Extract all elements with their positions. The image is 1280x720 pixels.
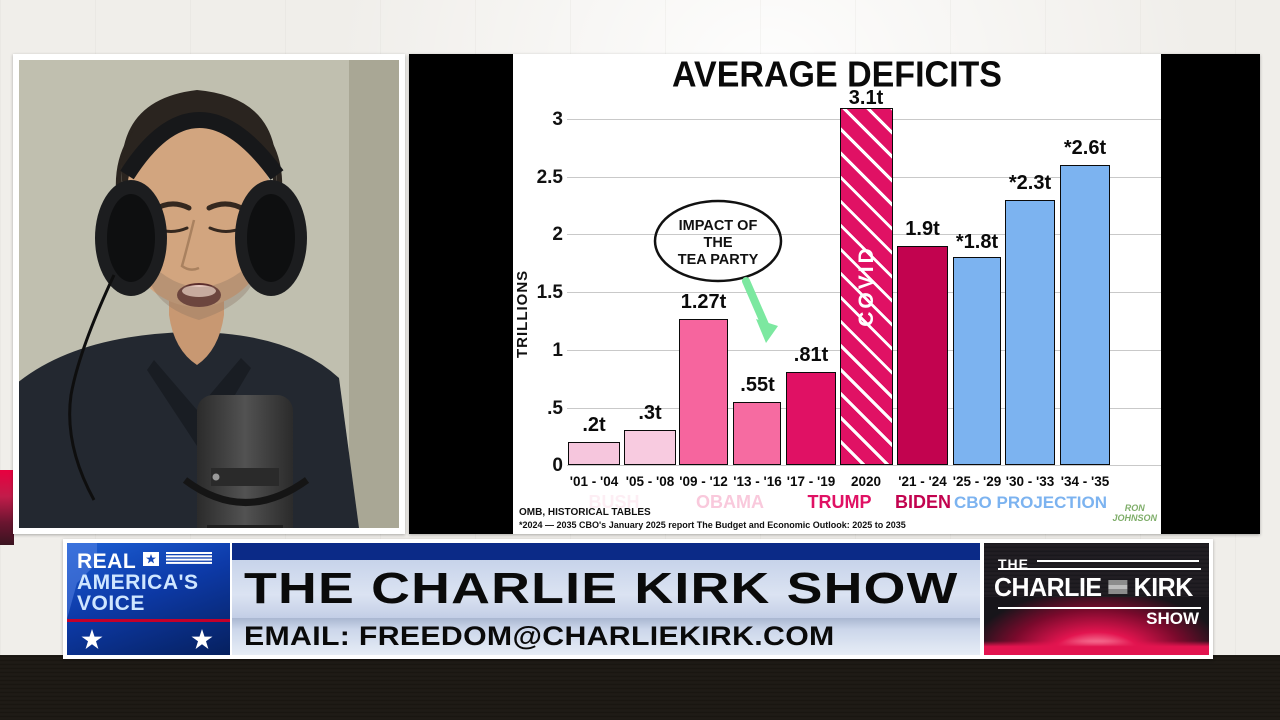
svg-text:TEA PARTY: TEA PARTY [678,252,759,268]
svg-text:THE: THE [704,235,733,251]
svg-text:IMPACT OF: IMPACT OF [679,218,758,234]
